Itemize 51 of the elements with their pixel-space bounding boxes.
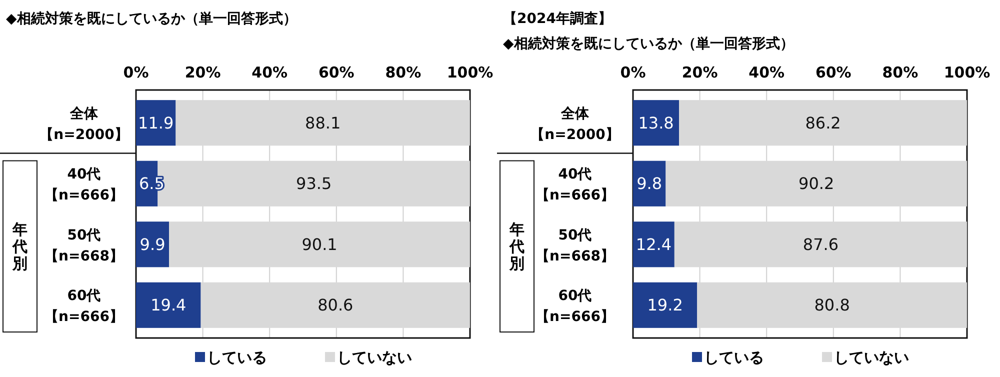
legend-label: している: [704, 348, 764, 366]
x-tick-label: 0%: [620, 63, 646, 82]
bar: [136, 222, 170, 268]
data-label: 80.6: [318, 296, 354, 315]
bar: [633, 222, 674, 268]
y-tick-label: 60代【n=666】: [536, 288, 614, 326]
x-tick-label: 0%: [123, 63, 149, 82]
data-label: 80.8: [814, 296, 850, 315]
data-label: 86.2: [805, 113, 841, 132]
data-label: 88.1: [305, 113, 341, 132]
bar: [633, 100, 680, 146]
legend-label: していない: [834, 348, 909, 366]
x-tick-label: 100%: [446, 63, 494, 82]
y-tick-label: 50代【n=668】: [44, 227, 124, 264]
x-tick-label: 20%: [184, 63, 221, 82]
text: 年代別: [12, 220, 28, 273]
x-tick-label: 100%: [944, 63, 990, 82]
x-tick-label: 60%: [318, 63, 354, 82]
x-tick-label: 60%: [815, 63, 852, 82]
y-tick-label: 40代【n=666】: [536, 166, 614, 204]
data-label: 12.4: [636, 234, 672, 254]
data-label: 9.8: [636, 174, 662, 194]
x-tick-label: 20%: [682, 63, 718, 82]
data-label: 11.9: [138, 113, 174, 132]
data-label: 13.8: [638, 113, 674, 132]
x-tick-label: 40%: [748, 63, 785, 82]
x-tick-label: 80%: [882, 63, 918, 82]
bar: [136, 282, 201, 328]
x-tick-label: 80%: [385, 63, 422, 82]
bar: [633, 282, 698, 328]
data-label: 19.4: [150, 296, 186, 315]
y-tick-label: 全体【n=2000】: [40, 106, 128, 143]
data-label: 87.6: [802, 234, 839, 254]
data-label: 19.2: [647, 296, 683, 315]
legend-label: していない: [337, 348, 412, 366]
bar: [136, 100, 176, 146]
y-tick-label: 40代【n=666】: [44, 166, 124, 204]
chart-subtitle: ◆相続対策を既にしているか（単一回答形式）: [503, 34, 794, 52]
data-label: 9.9: [140, 234, 166, 254]
x-tick-label: 40%: [252, 63, 288, 82]
chart-title: 【2024年調査】: [503, 10, 612, 27]
data-label: 90.1: [302, 234, 338, 254]
y-tick-label: 全体【n=2000】: [530, 106, 620, 143]
text: 年代別: [508, 220, 524, 273]
legend-label: している: [207, 348, 267, 366]
bar: [633, 160, 666, 206]
y-tick-label: 50代【n=668】: [536, 227, 614, 264]
data-label: 93.5: [296, 174, 332, 194]
y-tick-label: 60代【n=666】: [44, 288, 124, 326]
data-label: 90.2: [798, 174, 834, 194]
chart-title: ◆相続対策を既にしているか（単一回答形式）: [6, 10, 297, 27]
